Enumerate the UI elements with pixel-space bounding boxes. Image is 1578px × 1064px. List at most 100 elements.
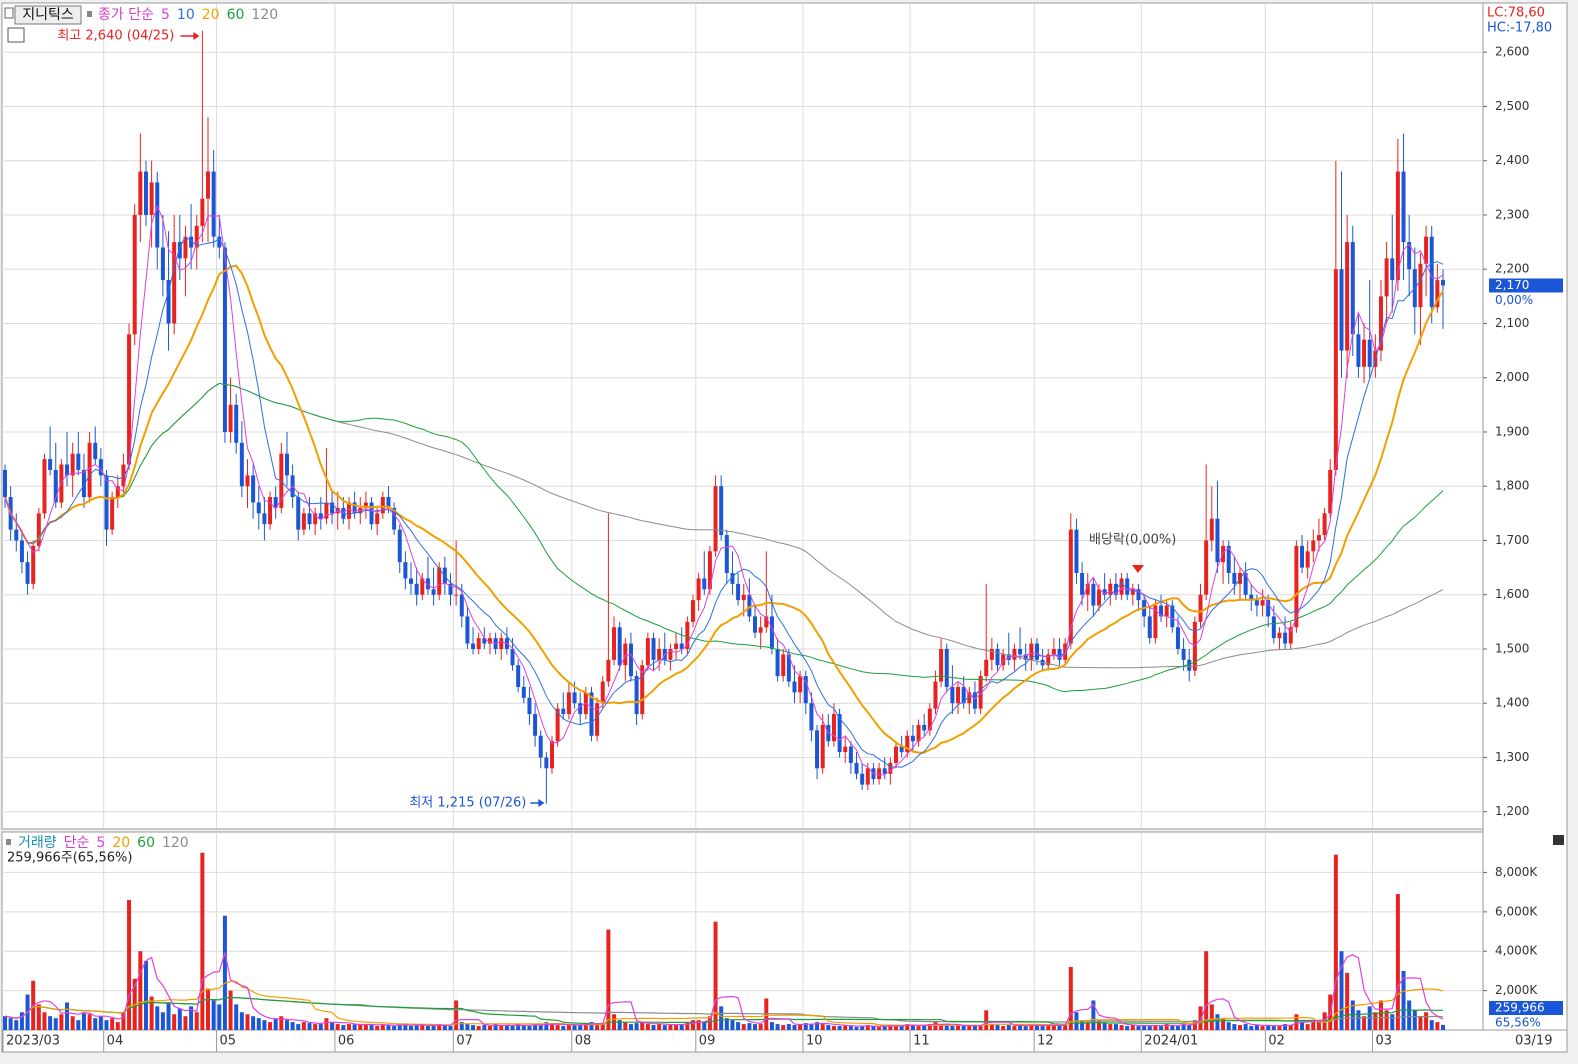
x-tick-label: 07 — [456, 1034, 473, 1049]
volume-bar — [589, 1022, 594, 1030]
volume-bar — [324, 1018, 329, 1030]
candle-body — [1063, 643, 1068, 660]
volume-bar — [1277, 1026, 1282, 1030]
volume-bar — [578, 1025, 583, 1030]
candle-body — [916, 724, 921, 742]
hc: HC:-17,80 — [1487, 21, 1552, 36]
candle-body — [685, 621, 690, 649]
volume-bar — [1175, 1026, 1180, 1030]
menu-icon[interactable] — [4, 7, 14, 19]
volume-bar — [1356, 1010, 1361, 1030]
volume-bar — [284, 1020, 289, 1030]
candle-body — [409, 578, 414, 584]
symbol-box[interactable] — [14, 5, 82, 25]
panel-close[interactable] — [1553, 835, 1564, 845]
candle-body — [1305, 551, 1310, 568]
candle-body — [335, 507, 340, 514]
volume-bar — [775, 1024, 780, 1030]
y-tick-label: 1,200 — [1495, 804, 1529, 818]
candle-body — [1051, 648, 1056, 655]
volume-bar — [1254, 1025, 1259, 1030]
volume-bar — [1023, 1026, 1028, 1030]
volume-bar — [1153, 1025, 1158, 1030]
candle-body — [1046, 654, 1051, 666]
candle-body — [764, 616, 769, 628]
volume-bar — [222, 915, 227, 1030]
symbol: 지니틱스 — [22, 7, 74, 23]
legend-entry: 10 — [177, 7, 195, 23]
volume-bar — [888, 1025, 893, 1030]
candle-body — [1091, 583, 1096, 606]
candle-body — [561, 708, 566, 715]
volume-bar — [747, 1023, 752, 1030]
candle-body — [65, 464, 70, 476]
candle-body — [690, 600, 695, 622]
volume-bar — [1435, 1022, 1440, 1030]
candle-body — [206, 171, 211, 199]
volume-bar — [634, 1023, 639, 1030]
volume-bar — [753, 1024, 758, 1030]
volume-bar — [1147, 1026, 1152, 1030]
candle-body — [380, 497, 385, 514]
last-price-box — [1489, 278, 1563, 293]
volume-bar — [268, 1022, 273, 1030]
candle-body — [160, 247, 165, 281]
volume-bar — [583, 1024, 588, 1030]
volume-bar — [1266, 1025, 1271, 1030]
candle-body — [239, 442, 244, 487]
candle-body — [645, 638, 650, 666]
candle-body — [521, 686, 526, 698]
volume-bar — [380, 1024, 385, 1030]
volume-bar — [989, 1024, 994, 1030]
candle-body — [1181, 648, 1186, 660]
volume-bar — [1350, 1000, 1355, 1030]
candle-body — [578, 703, 583, 715]
volume-bar — [1130, 1025, 1135, 1030]
candle-body — [1125, 578, 1130, 595]
candle-body — [600, 681, 605, 704]
last-change: 0,00% — [1495, 293, 1533, 307]
candle-body — [31, 545, 36, 584]
candle-body — [177, 242, 182, 259]
candle-body — [115, 486, 120, 498]
volume-bar — [155, 1006, 160, 1030]
candle-body — [1232, 573, 1237, 584]
candle-body — [268, 497, 273, 525]
volume-bar — [239, 1012, 244, 1030]
table-icon[interactable] — [7, 27, 25, 43]
candle-body — [42, 459, 47, 514]
candle-body — [1170, 605, 1175, 628]
x-tick-label: 08 — [575, 1034, 592, 1049]
volume-bar — [1412, 1010, 1417, 1030]
volume-bar — [1034, 1025, 1039, 1030]
candle-body — [471, 643, 476, 649]
candle-body — [877, 768, 882, 780]
volume-bar — [1170, 1025, 1175, 1030]
candle-body — [1435, 280, 1440, 308]
volume-bar — [1198, 1006, 1203, 1030]
volume-bar — [1418, 1016, 1423, 1030]
volume-bar — [1204, 951, 1209, 1030]
candle-body — [769, 616, 774, 649]
candle-body — [228, 404, 233, 432]
legend-marker — [87, 11, 92, 17]
volume-bar — [189, 1006, 194, 1030]
volume-bar — [1192, 1020, 1197, 1030]
last-volume: 259,966 — [1495, 1001, 1545, 1015]
candle-body — [217, 236, 222, 248]
candle-body — [183, 236, 188, 259]
volume-bar — [1401, 970, 1406, 1030]
volume-bar — [516, 1024, 521, 1030]
volume-bar — [1311, 1022, 1316, 1030]
volume-bar — [758, 1024, 763, 1030]
y-tick-label: 2,000K — [1495, 983, 1538, 997]
candle-body — [939, 648, 944, 682]
volume-bar — [499, 1026, 504, 1030]
volume-bar — [1441, 1024, 1445, 1030]
volume-bar — [437, 1024, 442, 1030]
price-moving-average — [4, 236, 1444, 768]
volume-bar — [87, 1014, 92, 1030]
candle-body — [741, 594, 746, 601]
legend-entry: 20 — [202, 7, 220, 23]
volume-bar — [533, 1024, 538, 1030]
